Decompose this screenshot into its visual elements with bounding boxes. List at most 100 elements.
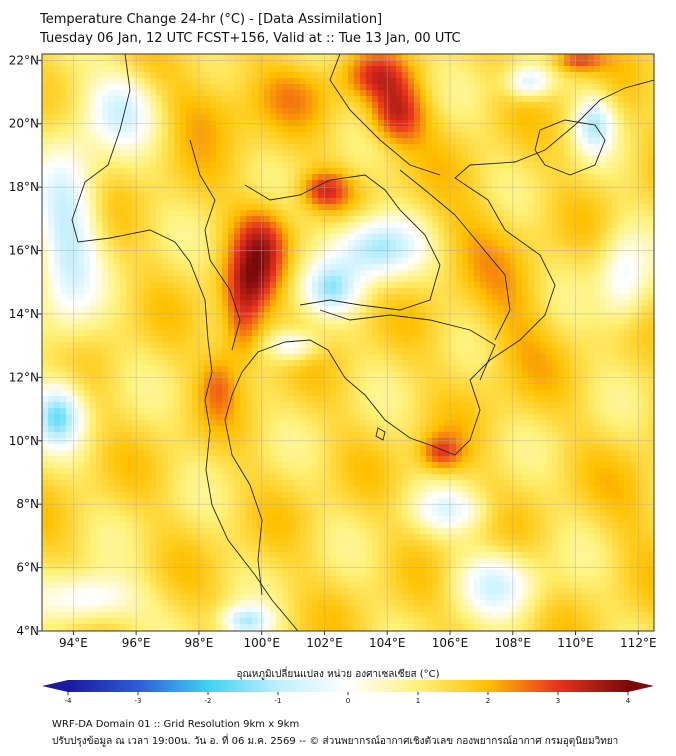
field-cell xyxy=(114,558,121,565)
field-cell xyxy=(138,612,145,619)
field-cell xyxy=(150,588,157,595)
field-cell xyxy=(54,300,61,307)
field-cell xyxy=(168,510,175,517)
field-cell xyxy=(288,366,295,373)
field-cell xyxy=(156,126,163,133)
field-cell xyxy=(114,174,121,181)
field-cell xyxy=(216,360,223,367)
field-cell xyxy=(300,402,307,409)
field-cell xyxy=(192,612,199,619)
field-cell xyxy=(186,138,193,145)
field-cell xyxy=(210,558,217,565)
field-cell xyxy=(282,396,289,403)
field-cell xyxy=(234,420,241,427)
field-cell xyxy=(108,54,115,61)
field-cell xyxy=(132,162,139,169)
field-cell xyxy=(306,420,313,427)
field-cell xyxy=(294,570,301,577)
field-cell xyxy=(108,342,115,349)
field-cell xyxy=(216,168,223,175)
field-cell xyxy=(138,468,145,475)
field-cell xyxy=(294,450,301,457)
field-cell xyxy=(252,108,259,115)
field-cell xyxy=(168,102,175,109)
field-cell xyxy=(336,132,343,139)
field-cell xyxy=(288,444,295,451)
field-cell xyxy=(318,252,325,259)
field-cell xyxy=(192,306,199,313)
field-cell xyxy=(342,450,349,457)
field-cell xyxy=(336,468,343,475)
field-cell xyxy=(156,90,163,97)
field-cell xyxy=(210,450,217,457)
field-cell xyxy=(144,528,151,535)
field-cell xyxy=(126,390,133,397)
field-cell xyxy=(72,432,79,439)
field-cell xyxy=(114,342,121,349)
field-cell xyxy=(156,84,163,91)
field-cell xyxy=(156,60,163,67)
field-cell xyxy=(324,594,331,601)
field-cell xyxy=(216,426,223,433)
field-cell xyxy=(192,468,199,475)
field-cell xyxy=(156,342,163,349)
field-cell xyxy=(156,384,163,391)
field-cell xyxy=(96,462,103,469)
field-cell xyxy=(240,60,247,67)
field-cell xyxy=(252,438,259,445)
field-cell xyxy=(78,114,85,121)
field-cell xyxy=(246,432,253,439)
field-cell xyxy=(300,222,307,229)
field-cell xyxy=(48,300,55,307)
field-cell xyxy=(156,108,163,115)
field-cell xyxy=(48,516,55,523)
field-cell xyxy=(210,618,217,625)
field-cell xyxy=(54,594,61,601)
field-cell xyxy=(144,318,151,325)
field-cell xyxy=(246,594,253,601)
field-cell xyxy=(204,318,211,325)
field-cell xyxy=(318,576,325,583)
field-cell xyxy=(210,588,217,595)
field-cell xyxy=(174,468,181,475)
field-cell xyxy=(66,618,73,625)
field-cell xyxy=(300,570,307,577)
field-cell xyxy=(288,294,295,301)
field-cell xyxy=(294,492,301,499)
field-cell xyxy=(240,354,247,361)
field-cell xyxy=(186,306,193,313)
field-cell xyxy=(294,108,301,115)
field-cell xyxy=(330,162,337,169)
field-cell xyxy=(324,180,331,187)
field-cell xyxy=(228,234,235,241)
field-cell xyxy=(138,144,145,151)
field-cell xyxy=(258,294,265,301)
field-cell xyxy=(336,96,343,103)
field-cell xyxy=(156,450,163,457)
field-cell xyxy=(156,96,163,103)
field-cell xyxy=(150,288,157,295)
field-cell xyxy=(66,312,73,319)
field-cell xyxy=(78,222,85,229)
field-cell xyxy=(342,456,349,463)
field-cell xyxy=(282,474,289,481)
field-cell xyxy=(114,222,121,229)
field-cell xyxy=(336,504,343,511)
field-cell xyxy=(168,420,175,427)
field-cell xyxy=(126,252,133,259)
field-cell xyxy=(126,174,133,181)
field-cell xyxy=(126,378,133,385)
field-cell xyxy=(90,558,97,565)
field-cell xyxy=(162,270,169,277)
field-cell xyxy=(114,156,121,163)
field-cell xyxy=(342,588,349,595)
field-cell xyxy=(84,258,91,265)
field-cell xyxy=(240,162,247,169)
field-cell xyxy=(54,54,61,61)
field-cell xyxy=(312,612,319,619)
field-cell xyxy=(306,384,313,391)
field-cell xyxy=(222,300,229,307)
field-cell xyxy=(288,306,295,313)
field-cell xyxy=(174,348,181,355)
field-cell xyxy=(342,546,349,553)
